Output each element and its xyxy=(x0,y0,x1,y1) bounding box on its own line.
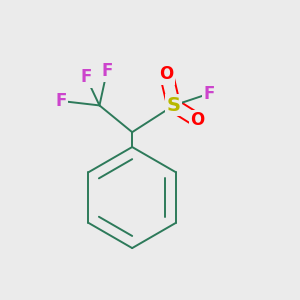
Text: O: O xyxy=(159,65,173,83)
Text: F: F xyxy=(204,85,215,103)
Text: F: F xyxy=(80,68,92,86)
Text: F: F xyxy=(101,62,112,80)
Text: O: O xyxy=(190,111,205,129)
Text: F: F xyxy=(55,92,67,110)
Text: S: S xyxy=(167,96,181,115)
